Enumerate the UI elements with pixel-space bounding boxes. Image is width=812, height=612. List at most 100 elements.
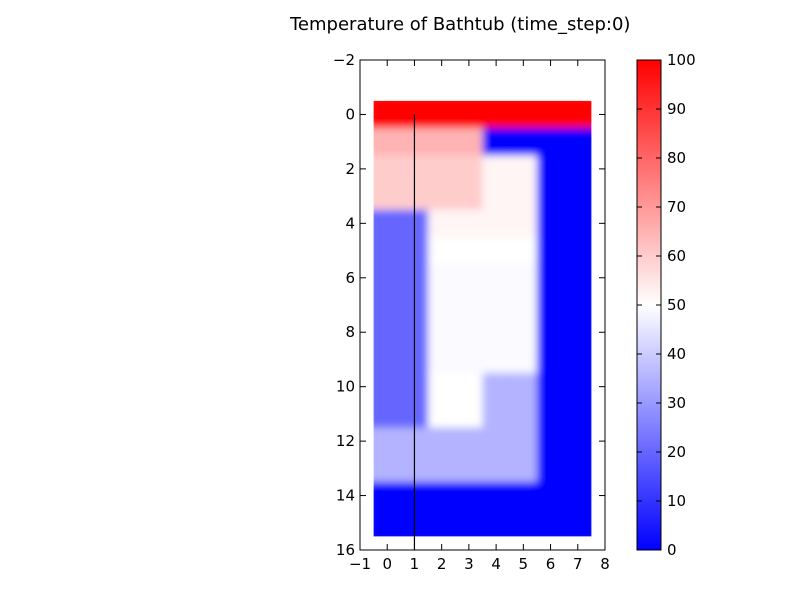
chart-title: Temperature of Bathtub (time_step:0): [290, 14, 631, 35]
x-tick-label: 2: [437, 555, 447, 573]
heatmap-cell: [373, 182, 402, 211]
heatmap-cell: [455, 236, 484, 265]
heatmap-cell: [482, 236, 511, 265]
heatmap-cell: [536, 400, 565, 429]
heatmap-cell: [564, 264, 592, 292]
heatmap-cell: [455, 100, 484, 129]
heatmap-cell: [509, 481, 538, 510]
y-axis: −2 0 2 4 6 8 10 12 14 16: [333, 51, 605, 559]
heatmap-cell: [536, 236, 565, 265]
heatmap-cell: [428, 209, 456, 238]
heatmap-cell: [455, 264, 484, 292]
heatmap-cell: [482, 427, 511, 456]
heatmap-cell: [455, 291, 484, 320]
heatmap-cell: [564, 427, 592, 456]
heatmap-cell: [509, 209, 538, 238]
heatmap-cell: [509, 155, 538, 184]
heatmap-cell: [536, 291, 565, 320]
heatmap-cell: [428, 182, 456, 211]
heatmap-cell: [482, 318, 511, 347]
heatmap-cell: [509, 264, 538, 292]
heatmap-cell: [428, 100, 456, 129]
x-tick-label: 6: [546, 555, 556, 573]
heatmap-cell: [373, 509, 402, 537]
heatmap-cell: [428, 128, 456, 156]
heatmap-cell: [564, 209, 592, 238]
y-tick-label: 0: [345, 105, 355, 123]
colorbar-ticks: 0 10 20 30 40 50 60 70 80 90 100: [637, 51, 696, 559]
heatmap-cell: [564, 155, 592, 184]
heatmap-cell: [564, 345, 592, 374]
colorbar-tick-label: 20: [667, 443, 686, 461]
heatmap-cell: [428, 345, 456, 374]
heatmap-cell: [509, 100, 538, 129]
colorbar-tick-label: 100: [667, 51, 696, 69]
y-tick-label: 12: [336, 432, 355, 450]
heatmap-cell: [509, 318, 538, 347]
y-tick-label: 6: [345, 269, 355, 287]
heatmap-cell: [509, 509, 538, 537]
heatmap-cell: [428, 481, 456, 510]
heatmap-cell: [536, 100, 565, 129]
heatmap-cell: [564, 291, 592, 320]
heatmap-cell: [564, 400, 592, 429]
heatmap-cell: [482, 264, 511, 292]
heatmap-cell: [536, 509, 565, 537]
y-tick-label: 10: [336, 378, 355, 396]
colorbar-tick-label: 80: [667, 149, 686, 167]
heatmap-cell: [482, 100, 511, 129]
heatmap-cell: [455, 454, 484, 483]
y-tick-label: 8: [345, 323, 355, 341]
heatmap-cell: [373, 236, 402, 265]
heatmap-cell: [428, 509, 456, 537]
heatmap-cell: [536, 373, 565, 401]
y-tick-label: 14: [336, 487, 355, 505]
heatmap-cell: [564, 236, 592, 265]
x-tick-label: 1: [410, 555, 420, 573]
heatmap-cell: [482, 291, 511, 320]
colorbar-tick-label: 70: [667, 198, 686, 216]
x-tick-label: 4: [491, 555, 501, 573]
heatmap-cell: [428, 454, 456, 483]
heatmap-cell: [482, 509, 511, 537]
heatmap-cell: [482, 400, 511, 429]
colorbar-tick-label: 90: [667, 100, 686, 118]
heatmap-cell: [373, 345, 402, 374]
heatmap-cell: [373, 481, 402, 510]
heatmap-cell: [509, 128, 538, 156]
y-tick-label: −2: [333, 51, 355, 69]
heatmap-cell: [509, 345, 538, 374]
colorbar-tick-label: 40: [667, 345, 686, 363]
heatmap-cell: [428, 155, 456, 184]
heatmap-cell: [373, 128, 402, 156]
heatmap-cell: [509, 236, 538, 265]
heatmap-cell: [455, 427, 484, 456]
heatmap-cell: [373, 100, 402, 129]
heatmap-cell: [536, 128, 565, 156]
x-tick-label: −1: [349, 555, 371, 573]
colorbar-tick-label: 0: [667, 541, 677, 559]
y-tick-label: 2: [345, 160, 355, 178]
heatmap-cell: [373, 400, 402, 429]
heatmap-cell: [482, 373, 511, 401]
heatmap-cell: [509, 427, 538, 456]
heatmap-cell: [509, 182, 538, 211]
heatmap-cell: [455, 318, 484, 347]
heatmap-cell: [564, 318, 592, 347]
heatmap-cell: [482, 182, 511, 211]
heatmap-cell: [455, 155, 484, 184]
heatmap-cell: [564, 454, 592, 483]
x-tick-label: 7: [573, 555, 583, 573]
heatmap-cell: [428, 291, 456, 320]
heatmap-cell: [536, 345, 565, 374]
heatmap-cell: [482, 128, 511, 156]
heatmap-cell: [536, 264, 565, 292]
heatmap-cell: [536, 318, 565, 347]
heatmap-cell: [536, 182, 565, 211]
heatmap-cell: [455, 182, 484, 211]
y-tick-label: 4: [345, 214, 355, 232]
heatmap-cell: [455, 345, 484, 374]
heatmap-cell: [564, 509, 592, 537]
heatmap-cell: [482, 155, 511, 184]
